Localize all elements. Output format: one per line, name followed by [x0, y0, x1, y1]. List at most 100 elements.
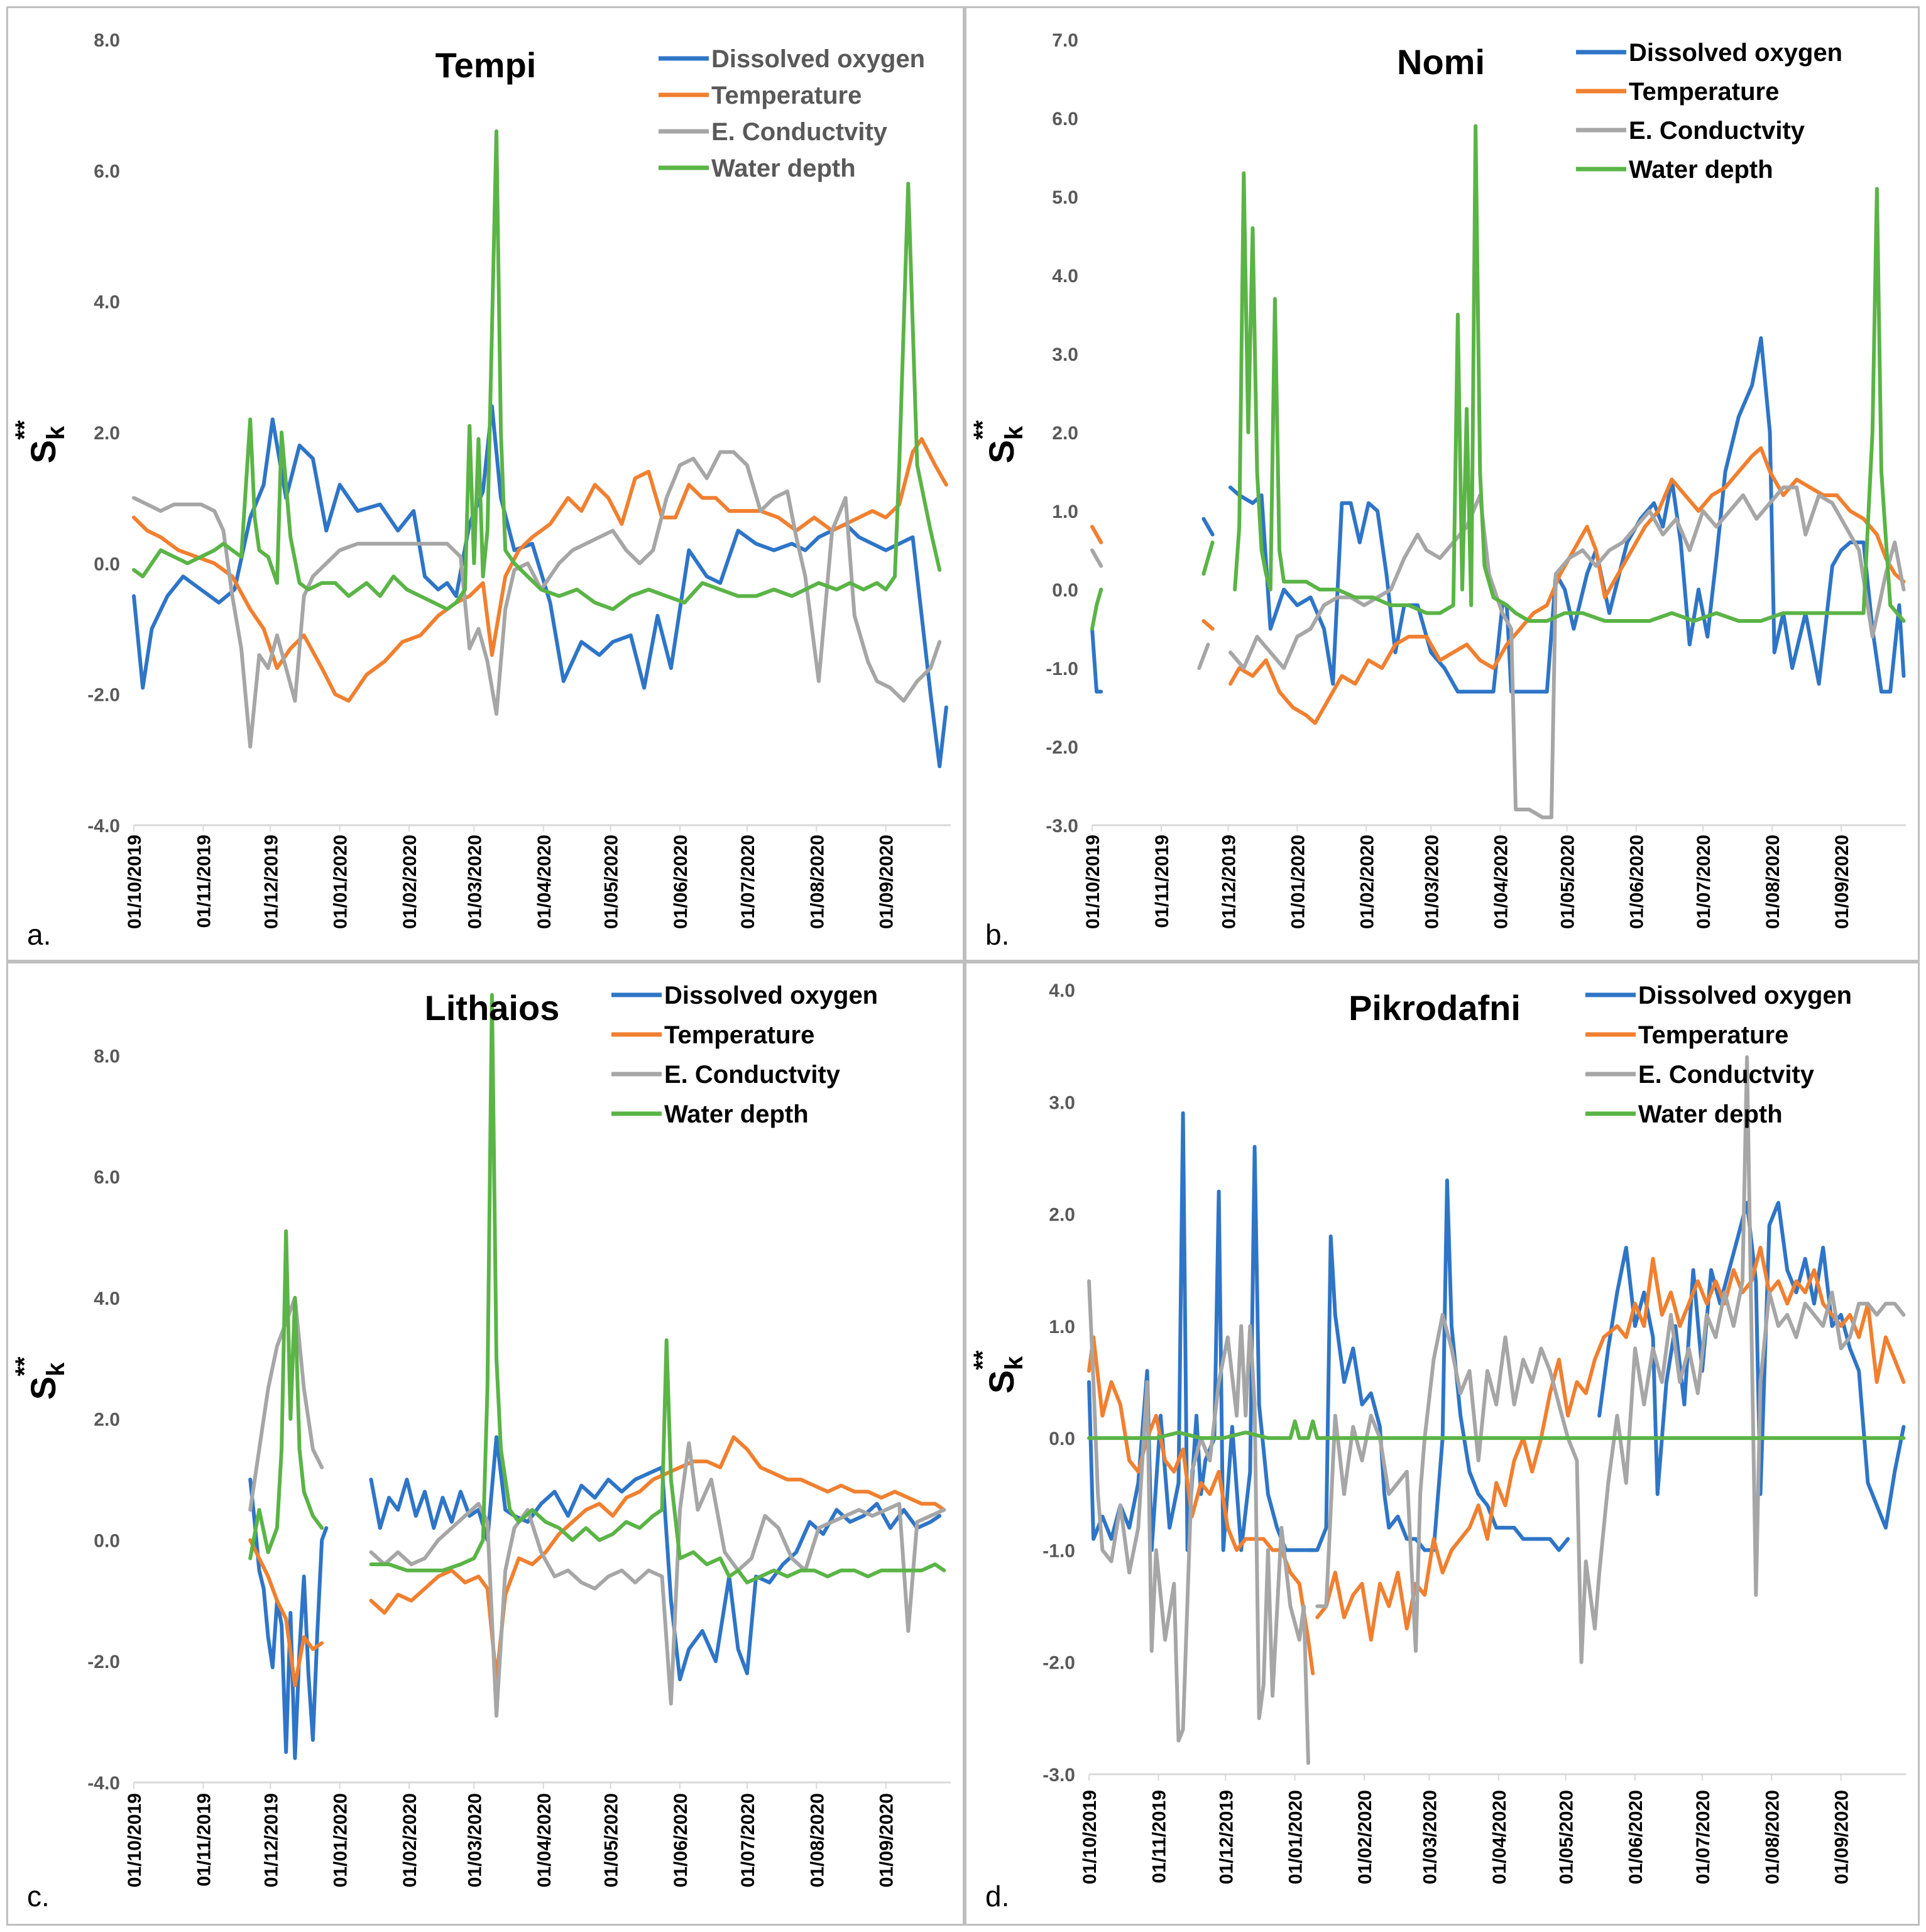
series-line-water-depth	[132, 129, 942, 612]
series-line-e-conductvity	[1228, 485, 1906, 820]
y-tick-label: -1.0	[1042, 1540, 1075, 1561]
series-line-e-conductvity	[248, 1295, 324, 1512]
y-axis-label: Sk**	[969, 420, 1028, 463]
series-line-water-depth	[248, 1229, 324, 1561]
series-line-temperature	[132, 437, 948, 703]
x-tick-label: 01/11/2019	[194, 1793, 214, 1887]
legend-label: Temperature	[664, 1021, 814, 1049]
x-tick-label: 01/03/2020	[464, 835, 485, 929]
series-line-temperature	[369, 1435, 946, 1682]
chart-panel-c: -4.0 -2.0 0.0 2.0 4.0 6.0 8.0 01/10/2019 01/11/2…	[6, 962, 965, 1926]
y-axis-label-text: Sk**	[11, 420, 70, 463]
series-line-water-depth	[1233, 124, 1906, 623]
legend-label: Water depth	[1638, 1100, 1783, 1128]
y-axis-superscript: **	[11, 1356, 38, 1376]
x-tick-label: 01/03/2020	[464, 1793, 485, 1887]
y-tick-label: 1.0	[1049, 1317, 1075, 1337]
series-line-dissolved-oxygen	[1201, 517, 1215, 537]
legend-label: Water depth	[1629, 156, 1773, 184]
x-tick-label: 01/10/2019	[124, 835, 145, 929]
y-axis-symbol: S	[23, 440, 63, 463]
legend-label: Water depth	[664, 1100, 809, 1128]
panel-label: c.	[27, 1880, 50, 1913]
series-line-e-conductvity	[1315, 1055, 1906, 1664]
chart-svg-c: -4.0 -2.0 0.0 2.0 4.0 6.0 8.0 01/10/2019 01/11/2…	[11, 982, 951, 1913]
y-axis-superscript: **	[969, 1350, 997, 1370]
chart-svg-b: -3.0 -2.0 -1.0 0.0 1.0 2.0 3.0 4.0 5.0 6.0 7.0 01/1…	[969, 30, 1906, 951]
y-tick-label: -4.0	[87, 816, 120, 837]
y-tick-label: 2.0	[94, 1410, 120, 1430]
series-line-e-conductvity	[1090, 548, 1103, 568]
x-tick-label: 01/09/2020	[1832, 835, 1852, 929]
x-tick-label: 01/08/2020	[1762, 1790, 1783, 1884]
y-axis-symbol: S	[982, 1370, 1021, 1393]
y-tick-label: -3.0	[1042, 1765, 1075, 1786]
legend-label: Dissolved oxygen	[711, 45, 925, 73]
y-tick-label: 5.0	[1052, 187, 1078, 208]
y-tick-label: -2.0	[87, 685, 120, 706]
x-tick-label: 01/12/2019	[261, 835, 282, 929]
x-tick-label: 01/01/2020	[331, 1793, 351, 1887]
x-tick-label: 01/06/2020	[1627, 835, 1648, 929]
y-tick-label: -2.0	[87, 1652, 120, 1672]
panel-label: d.	[985, 1880, 1009, 1913]
x-tick-label: 01/01/2020	[1286, 1790, 1306, 1884]
x-tick-label: 01/10/2019	[124, 1793, 145, 1887]
x-tick-label: 01/04/2020	[534, 1793, 555, 1887]
series-line-dissolved-oxygen	[1087, 1111, 1315, 1552]
series-line-dissolved-oxygen	[369, 1435, 942, 1682]
x-tick-label: 01/04/2020	[534, 835, 555, 929]
y-tick-label: 2.0	[1052, 423, 1078, 444]
y-tick-label: 4.0	[94, 292, 120, 313]
y-axis-label-text: Sk**	[969, 420, 1028, 463]
x-tick-label: 01/07/2020	[738, 835, 758, 929]
x-tick-label: 01/02/2020	[400, 835, 420, 929]
y-axis-subscript: k	[42, 1362, 70, 1376]
chart-panel-d: -3.0 -2.0 -1.0 0.0 1.0 2.0 3.0 4.0 01/10/2019 01/…	[965, 962, 1920, 1926]
y-axis-label-text: Sk**	[969, 1350, 1028, 1393]
y-tick-label: -1.0	[1046, 659, 1078, 679]
y-tick-label: 6.0	[94, 161, 120, 182]
y-tick-label: 7.0	[1052, 30, 1078, 51]
y-tick-label: 4.0	[1052, 266, 1078, 287]
x-tick-label: 01/02/2020	[1357, 835, 1377, 929]
series-line-temperature	[1315, 1246, 1906, 1642]
y-axis-superscript: **	[969, 420, 997, 440]
series-line-water-depth	[1201, 541, 1215, 576]
x-tick-label: 01/06/2020	[670, 1793, 691, 1887]
x-tick-label: 01/07/2020	[738, 1793, 758, 1887]
y-axis-label-text: Sk **	[11, 1356, 70, 1400]
x-tick-label: 01/08/2020	[807, 835, 828, 929]
chart-title: Nomi	[1397, 42, 1485, 82]
legend-label: E. Conductvity	[1638, 1061, 1815, 1089]
x-tick-label: 01/10/2019	[1080, 1790, 1100, 1884]
y-tick-label: 2.0	[1049, 1205, 1075, 1226]
x-tick-label: 01/04/2020	[1491, 835, 1511, 929]
series-line-temperature	[1090, 525, 1103, 544]
y-axis-subscript: k	[1000, 1356, 1028, 1370]
y-axis-symbol: S	[23, 1376, 63, 1400]
legend-label: Temperature	[1638, 1021, 1788, 1049]
legend-label: E. Conductvity	[711, 118, 888, 146]
x-tick-label: 01/05/2020	[601, 1793, 622, 1887]
chart-title: Tempi	[435, 45, 537, 85]
x-tick-label: 01/07/2020	[1693, 1790, 1714, 1884]
x-tick-label: 01/09/2020	[1832, 1790, 1852, 1884]
legend-label: Water depth	[711, 155, 856, 182]
panel-label: a.	[27, 918, 51, 951]
x-tick-label: 01/01/2020	[1288, 835, 1308, 929]
series-line-temperature	[248, 1538, 324, 1688]
y-tick-label: 6.0	[1052, 109, 1078, 129]
series-line-e-conductvity	[1087, 1279, 1310, 1765]
y-axis-label: Sk**	[11, 420, 70, 463]
y-tick-label: -3.0	[1046, 816, 1078, 837]
legend-label: Dissolved oxygen	[1629, 39, 1842, 67]
series-line-water-depth	[1087, 1419, 1906, 1441]
y-tick-label: -2.0	[1042, 1653, 1075, 1674]
legend-label: Temperature	[1629, 78, 1779, 106]
series-line-e-conductvity	[1197, 642, 1210, 670]
chart-svg-a: -4.0 -2.0 0.0 2.0 4.0 6.0 8.0 01/10/2019 01/11/2…	[11, 30, 951, 951]
x-tick-label: 01/03/2020	[1421, 835, 1442, 929]
x-tick-label: 01/02/2020	[400, 1793, 420, 1887]
y-tick-label: 0.0	[94, 1530, 120, 1551]
